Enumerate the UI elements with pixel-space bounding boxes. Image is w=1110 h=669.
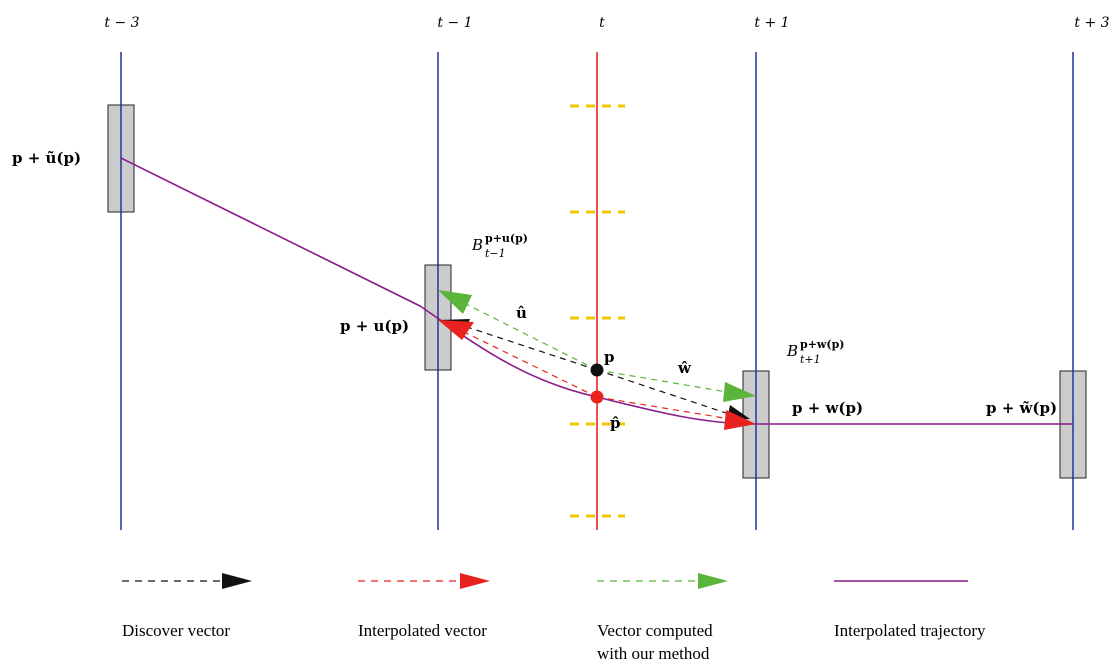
interpolated-arrowhead-back bbox=[438, 320, 474, 340]
computed-vector-forward bbox=[596, 369, 728, 393]
computed-arrowhead-forward bbox=[723, 382, 756, 402]
label-block-prev: B p+u(p) t−1 bbox=[471, 232, 528, 260]
legend-label-discover: Discover vector bbox=[122, 621, 230, 640]
label-block-prev-sup: p+u(p) bbox=[485, 232, 528, 245]
time-label-t-plus-1: t + 1 bbox=[754, 15, 789, 31]
legend-item-computed: Vector computed with our method bbox=[597, 573, 728, 663]
label-w-hat: ŵ bbox=[677, 359, 692, 377]
label-block-next: B p+w(p) t+1 bbox=[786, 338, 844, 366]
legend-item-discover: Discover vector bbox=[122, 573, 252, 640]
label-p-plus-u: p + u(p) bbox=[340, 317, 409, 335]
label-u-hat: û bbox=[516, 304, 527, 322]
label-block-prev-sub: t−1 bbox=[485, 247, 506, 260]
time-label-t-minus-3: t − 3 bbox=[104, 15, 139, 31]
legend-item-trajectory: Interpolated trajectory bbox=[834, 580, 986, 640]
legend-item-interpolated: Interpolated vector bbox=[358, 573, 490, 640]
interpolated-vector-back bbox=[459, 329, 598, 398]
legend-label-computed-line2: with our method bbox=[597, 644, 710, 663]
label-p-plus-u-tilde: p + ũ(p) bbox=[12, 149, 81, 167]
interpolated-arrowhead-forward bbox=[724, 410, 756, 430]
label-p-hat: p̂ bbox=[610, 414, 621, 432]
label-block-next-base: B bbox=[786, 342, 798, 360]
discover-vector-forward bbox=[596, 369, 736, 417]
legend-label-computed: Vector computed bbox=[597, 621, 713, 640]
label-p: p bbox=[604, 348, 615, 366]
legend-label-trajectory: Interpolated trajectory bbox=[834, 621, 986, 640]
discover-vector-back bbox=[451, 321, 598, 371]
legend-label-interpolated: Interpolated vector bbox=[358, 621, 487, 640]
time-label-t-plus-3: t + 3 bbox=[1074, 15, 1109, 31]
legend-arrow-discover bbox=[222, 573, 252, 589]
label-p-plus-w-tilde: p + w̃(p) bbox=[986, 399, 1057, 417]
label-p-plus-w: p + w(p) bbox=[792, 399, 863, 417]
label-block-next-sub: t+1 bbox=[800, 353, 821, 366]
time-label-t-minus-1: t − 1 bbox=[437, 15, 472, 31]
computed-vector-back bbox=[461, 301, 598, 371]
label-block-next-sup: p+w(p) bbox=[800, 338, 844, 351]
legend-arrow-computed bbox=[698, 573, 728, 589]
point-p-hat bbox=[590, 390, 604, 404]
time-label-t: t bbox=[599, 15, 605, 31]
interpolated-vector-forward bbox=[596, 396, 731, 420]
computed-arrowhead-back bbox=[438, 290, 472, 314]
legend-arrow-interpolated bbox=[460, 573, 490, 589]
legend: Discover vector Interpolated vector Vect… bbox=[122, 573, 986, 663]
label-block-prev-base: B bbox=[471, 236, 483, 254]
point-p bbox=[590, 363, 604, 377]
